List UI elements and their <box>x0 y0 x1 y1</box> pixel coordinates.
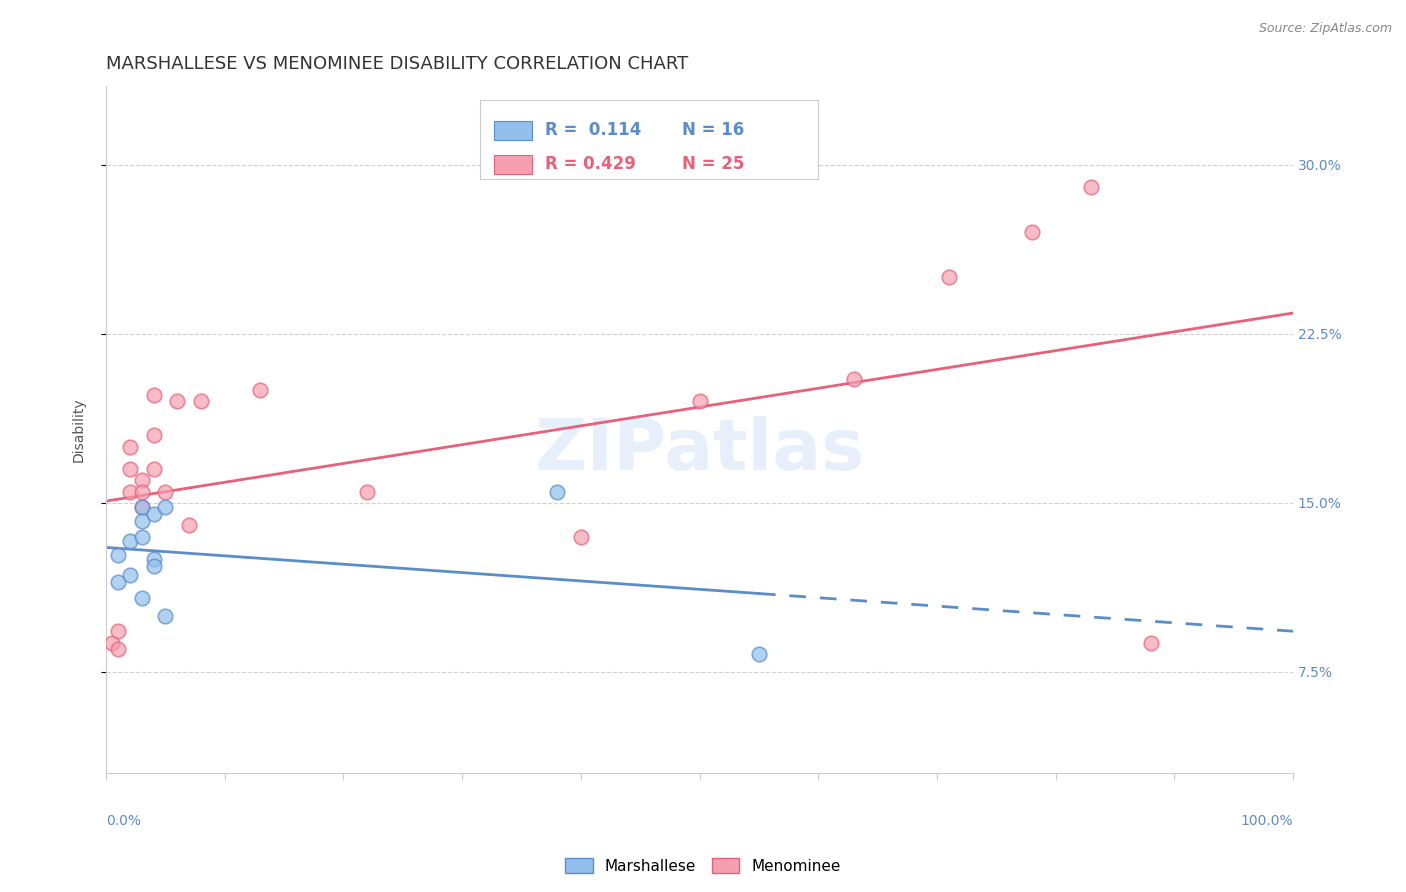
Text: R = 0.429: R = 0.429 <box>546 155 636 173</box>
Point <box>1021 225 1043 239</box>
Point <box>190 394 212 409</box>
Point <box>107 624 129 639</box>
FancyBboxPatch shape <box>479 100 818 178</box>
Point <box>118 534 141 549</box>
Point <box>107 642 129 657</box>
Text: Source: ZipAtlas.com: Source: ZipAtlas.com <box>1258 22 1392 36</box>
Point <box>569 530 592 544</box>
Point <box>166 394 188 409</box>
Point <box>155 608 177 623</box>
Point <box>842 372 865 386</box>
Text: ZIPatlas: ZIPatlas <box>534 416 865 484</box>
Point <box>131 473 153 487</box>
Point <box>118 568 141 582</box>
Point <box>107 574 129 589</box>
Text: 0.0%: 0.0% <box>105 814 141 828</box>
Point <box>131 530 153 544</box>
Point <box>118 484 141 499</box>
Point <box>155 484 177 499</box>
Text: N = 25: N = 25 <box>682 155 744 173</box>
Point <box>142 559 165 574</box>
Point <box>142 552 165 566</box>
Text: N = 16: N = 16 <box>682 121 744 139</box>
Point <box>131 500 153 515</box>
Point <box>249 383 271 397</box>
Point <box>118 440 141 454</box>
Point <box>131 591 153 605</box>
Y-axis label: Disability: Disability <box>72 397 86 462</box>
Point <box>1080 180 1102 194</box>
Point <box>356 484 378 499</box>
Point <box>142 507 165 521</box>
Point <box>142 428 165 442</box>
Text: 100.0%: 100.0% <box>1240 814 1294 828</box>
Point <box>938 270 960 285</box>
Point <box>179 518 201 533</box>
Point <box>142 462 165 476</box>
Legend: Marshallese, Menominee: Marshallese, Menominee <box>560 852 846 880</box>
Bar <box>495 155 533 174</box>
Text: MARSHALLESE VS MENOMINEE DISABILITY CORRELATION CHART: MARSHALLESE VS MENOMINEE DISABILITY CORR… <box>105 55 689 73</box>
Point <box>155 500 177 515</box>
Point <box>131 500 153 515</box>
Point <box>689 394 711 409</box>
Bar <box>495 120 533 140</box>
Point <box>101 635 124 649</box>
Point <box>546 484 568 499</box>
Point <box>1139 635 1161 649</box>
Point <box>131 514 153 528</box>
Point <box>142 387 165 401</box>
Point <box>748 647 770 661</box>
Text: R =  0.114: R = 0.114 <box>546 121 641 139</box>
Point <box>118 462 141 476</box>
Point <box>131 484 153 499</box>
Point <box>107 548 129 562</box>
